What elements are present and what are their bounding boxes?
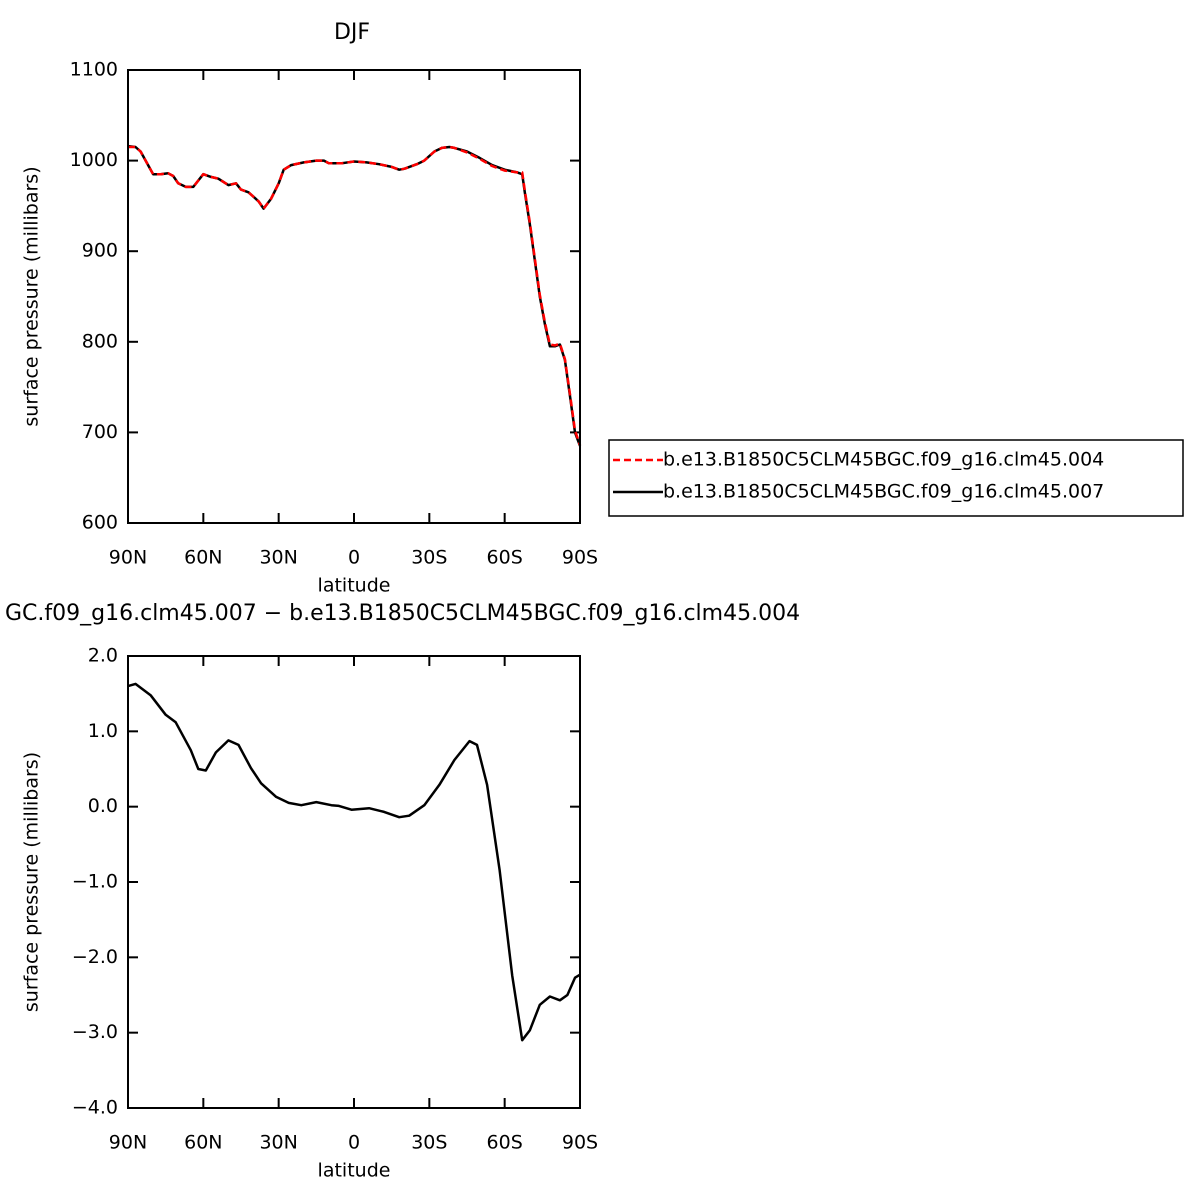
y-tick-label: 1.0 [88, 720, 118, 742]
y-tick-label: 900 [82, 240, 118, 262]
legend-label: b.e13.B1850C5CLM45BGC.f09_g16.clm45.004 [663, 449, 1104, 471]
x-tick-label: 30N [259, 1132, 297, 1154]
y-tick-label: 2.0 [88, 645, 118, 667]
y-axis-label: surface pressure (millibars) [21, 752, 43, 1012]
y-tick-label: 600 [82, 512, 118, 534]
x-tick-label: 60N [184, 1132, 222, 1154]
data-line [128, 145, 582, 446]
x-tick-label: 30S [411, 1132, 447, 1154]
x-tick-label: 60N [184, 547, 222, 569]
x-tick-label: 90N [109, 547, 147, 569]
chart-title: DJF [334, 20, 370, 45]
x-tick-label: 30N [259, 547, 297, 569]
y-tick-label: 700 [82, 421, 118, 443]
plot-frame [127, 69, 581, 524]
x-tick-label: 90N [109, 1132, 147, 1154]
legend-box [608, 439, 1184, 517]
y-tick-label: 1100 [70, 59, 118, 81]
legend-label: b.e13.B1850C5CLM45BGC.f09_g16.clm45.007 [663, 481, 1104, 503]
y-axis-label: surface pressure (millibars) [21, 166, 43, 426]
x-axis-label: latitude [318, 575, 391, 597]
x-tick-label: 90S [562, 547, 598, 569]
plot-frame [127, 655, 581, 1109]
x-tick-label: 90S [562, 1132, 598, 1154]
y-tick-label: −2.0 [72, 946, 118, 968]
x-tick-label: 60S [487, 547, 523, 569]
chart-title: GC.f09_g16.clm45.007 − b.e13.B1850C5CLM4… [5, 601, 800, 626]
x-tick-label: 60S [487, 1132, 523, 1154]
x-tick-label: 0 [348, 547, 360, 569]
y-tick-label: 1000 [70, 149, 118, 171]
x-tick-label: 0 [348, 1132, 360, 1154]
y-tick-label: −3.0 [72, 1021, 118, 1043]
x-tick-label: 30S [411, 547, 447, 569]
y-tick-label: −1.0 [72, 871, 118, 893]
y-tick-label: 0.0 [88, 795, 118, 817]
x-axis-label: latitude [318, 1160, 391, 1182]
data-line [127, 682, 581, 1042]
y-tick-label: 800 [82, 330, 118, 352]
y-tick-label: −4.0 [72, 1097, 118, 1119]
data-line [127, 144, 582, 447]
